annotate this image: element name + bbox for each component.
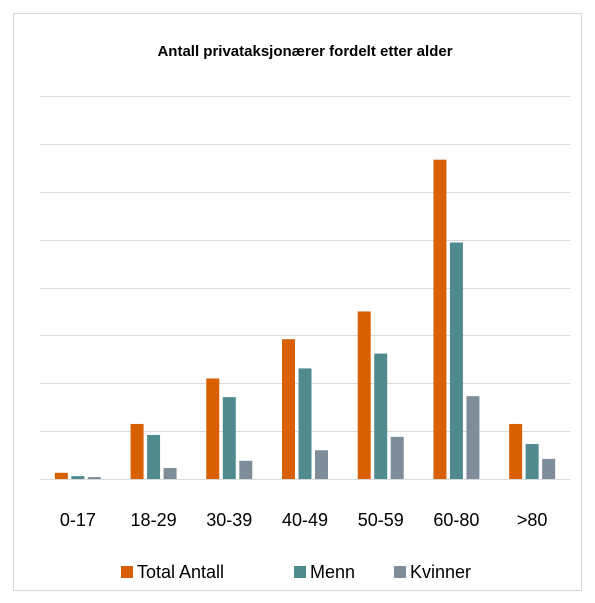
bar	[206, 378, 220, 479]
x-tick-label: 30-39	[206, 510, 252, 530]
x-tick-label: 60-80	[433, 510, 479, 530]
bar	[147, 434, 161, 479]
chart-title: Antall privataksjonærer fordelt etter al…	[157, 43, 452, 60]
bar	[298, 368, 312, 479]
legend-label: Menn	[310, 562, 355, 582]
bar	[390, 436, 404, 479]
bar	[315, 450, 328, 479]
bar	[87, 477, 101, 479]
x-tick-label: 40-49	[282, 510, 328, 530]
x-tick-label: 0-17	[60, 510, 96, 530]
bar	[130, 423, 144, 479]
x-tick-label: >80	[517, 510, 548, 530]
bar	[54, 472, 68, 479]
bar	[374, 353, 388, 479]
legend-swatch	[294, 566, 306, 578]
bar	[433, 159, 447, 479]
bar	[525, 444, 539, 479]
bar	[466, 396, 480, 479]
legend-swatch	[121, 566, 133, 578]
legend-swatch	[394, 566, 406, 578]
bar	[509, 423, 523, 479]
legend-label: Total Antall	[137, 562, 224, 582]
chart-frame	[13, 13, 582, 591]
legend-label: Kvinner	[410, 562, 471, 582]
x-tick-label: 18-29	[131, 510, 177, 530]
x-tick-label: 50-59	[358, 510, 404, 530]
bar	[542, 458, 556, 479]
bar	[357, 311, 371, 479]
bar	[222, 397, 236, 479]
bar	[71, 476, 85, 479]
bar	[282, 339, 295, 479]
bar	[163, 467, 177, 479]
bar	[449, 242, 463, 479]
bar	[239, 460, 253, 479]
